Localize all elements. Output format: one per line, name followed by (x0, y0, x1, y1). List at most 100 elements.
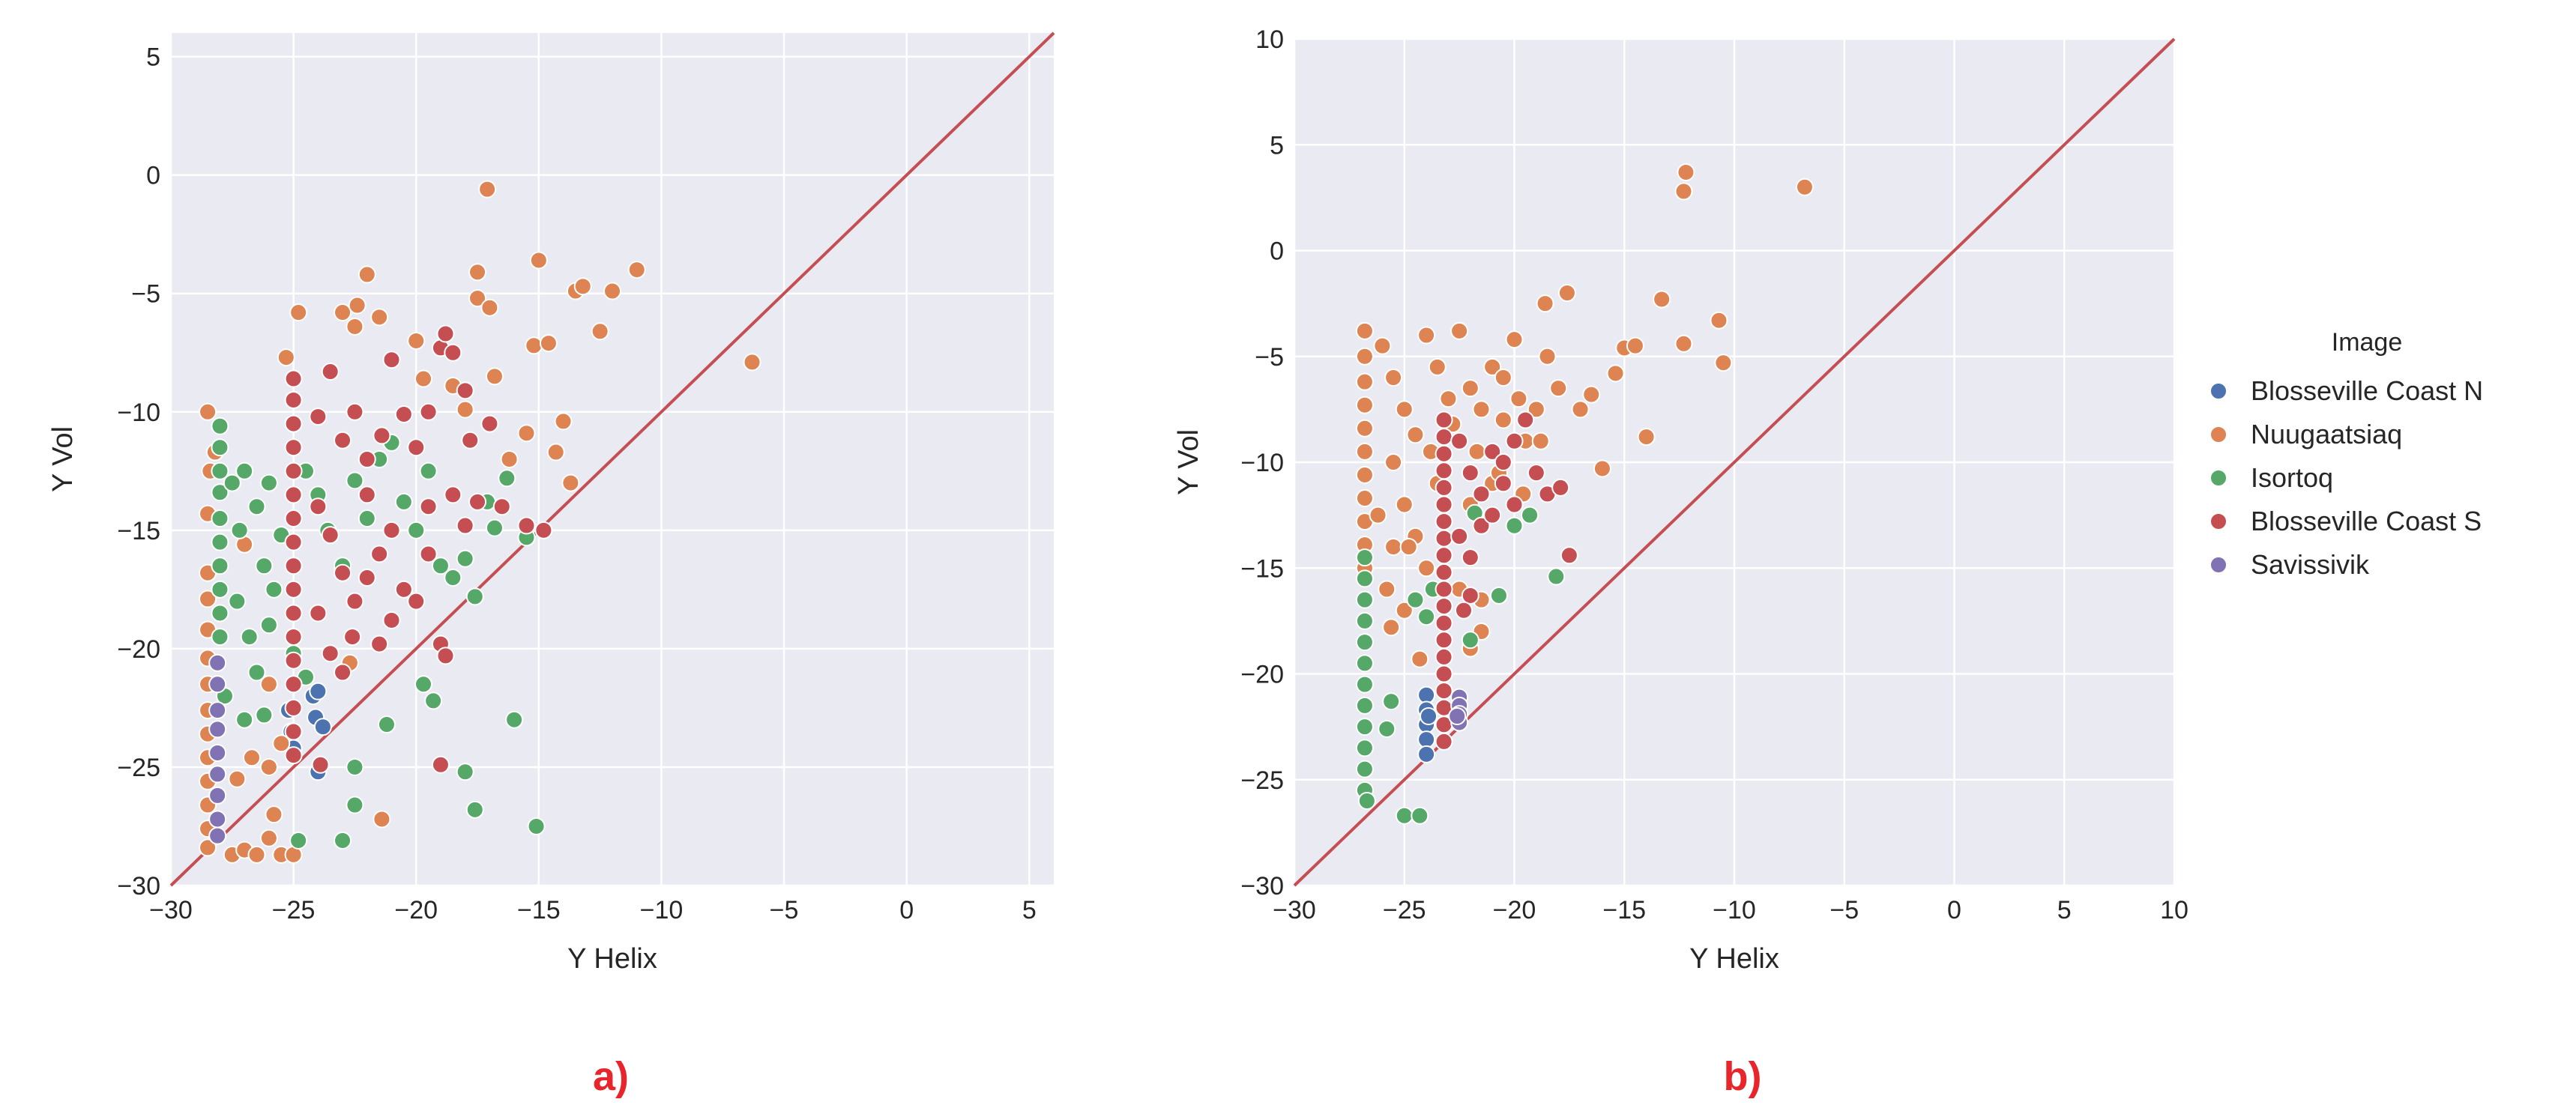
data-point (208, 765, 227, 784)
legend-marker (2209, 469, 2227, 487)
data-point (485, 518, 504, 537)
legend-marker (2209, 382, 2227, 400)
data-point (358, 509, 376, 528)
data-point (431, 755, 450, 774)
data-point (1795, 178, 1814, 196)
data-point (480, 414, 499, 433)
data-point (284, 746, 303, 765)
x-tick-label: −30 (1273, 896, 1316, 924)
data-point (1435, 732, 1453, 751)
data-point (247, 663, 266, 682)
x-tick-label: −25 (272, 896, 316, 924)
data-point (1435, 647, 1453, 666)
data-point (394, 580, 413, 599)
data-point (1461, 548, 1479, 567)
legend-marker (2209, 426, 2227, 444)
data-point (517, 424, 536, 443)
data-point (259, 675, 278, 694)
x-tick-label: −5 (1830, 896, 1859, 924)
y-tick-label: −25 (1240, 766, 1284, 795)
data-point (259, 757, 278, 776)
data-point (1571, 400, 1590, 419)
legend-title: Image (2332, 328, 2403, 357)
data-point (284, 722, 303, 741)
data-point (309, 604, 328, 623)
y-tick-label: −30 (1240, 872, 1284, 900)
data-point (1373, 336, 1392, 355)
data-point (211, 483, 229, 502)
data-point (284, 438, 303, 457)
data-point (1378, 580, 1396, 599)
data-point (1357, 792, 1376, 810)
data-point (1439, 390, 1458, 408)
data-point (1417, 730, 1436, 749)
data-point (211, 628, 229, 647)
data-point (461, 431, 480, 449)
data-point (358, 569, 376, 587)
data-point (1355, 465, 1374, 484)
data-point (1435, 444, 1453, 463)
data-point (235, 710, 254, 729)
data-point (1435, 597, 1453, 616)
data-point (259, 473, 278, 492)
y-tick-label: 5 (146, 43, 160, 72)
x-tick-label: −25 (1383, 896, 1426, 924)
data-point (1653, 290, 1671, 309)
data-point (1355, 321, 1374, 340)
data-point (1417, 745, 1436, 763)
data-point (1395, 400, 1414, 419)
data-point (478, 180, 497, 199)
data-point (199, 402, 217, 421)
data-point (1355, 718, 1374, 736)
data-point (1450, 527, 1469, 545)
data-point (1355, 347, 1374, 366)
data-point (1450, 321, 1469, 340)
data-point (255, 706, 274, 724)
y-tick-label: −25 (117, 754, 160, 782)
x-tick-label: −10 (1713, 896, 1756, 924)
data-point (424, 691, 443, 710)
data-point (228, 592, 247, 611)
data-point (414, 675, 433, 694)
data-point (1674, 334, 1693, 353)
data-point (1369, 506, 1387, 524)
data-point (1461, 379, 1479, 398)
data-point (1355, 372, 1374, 391)
data-point (277, 348, 295, 367)
data-point (1435, 461, 1453, 480)
reference-line-a (169, 31, 1055, 887)
data-point (1674, 182, 1693, 201)
data-point (321, 644, 340, 663)
data-point (370, 545, 389, 563)
panel-label-a: a) (593, 1054, 629, 1099)
data-point (1411, 806, 1429, 825)
data-point (527, 817, 546, 835)
data-point (1382, 618, 1401, 637)
data-point (1448, 707, 1467, 725)
y-tick-label: −20 (117, 635, 160, 664)
data-point (1505, 516, 1524, 535)
x-tick-label: 0 (899, 896, 914, 924)
x-tick-label: −20 (1493, 896, 1536, 924)
data-point (1527, 400, 1545, 419)
data-point (1606, 364, 1625, 383)
data-point (1527, 464, 1545, 482)
data-point (525, 336, 543, 355)
data-point (498, 469, 516, 488)
y-tick-label: −20 (1240, 661, 1284, 689)
data-point (1355, 590, 1374, 609)
data-point (313, 718, 332, 736)
data-point (1395, 601, 1414, 620)
data-point (199, 838, 217, 857)
data-point (1411, 650, 1429, 668)
data-point (211, 580, 229, 599)
data-point (465, 800, 484, 819)
y-tick-label: −15 (1240, 554, 1284, 583)
data-point (444, 569, 462, 587)
data-point (407, 592, 426, 611)
data-point (321, 526, 340, 545)
data-point (1677, 163, 1695, 181)
data-point (1549, 379, 1568, 398)
data-point (1461, 464, 1479, 482)
panel-label-b: b) (1724, 1054, 1762, 1099)
